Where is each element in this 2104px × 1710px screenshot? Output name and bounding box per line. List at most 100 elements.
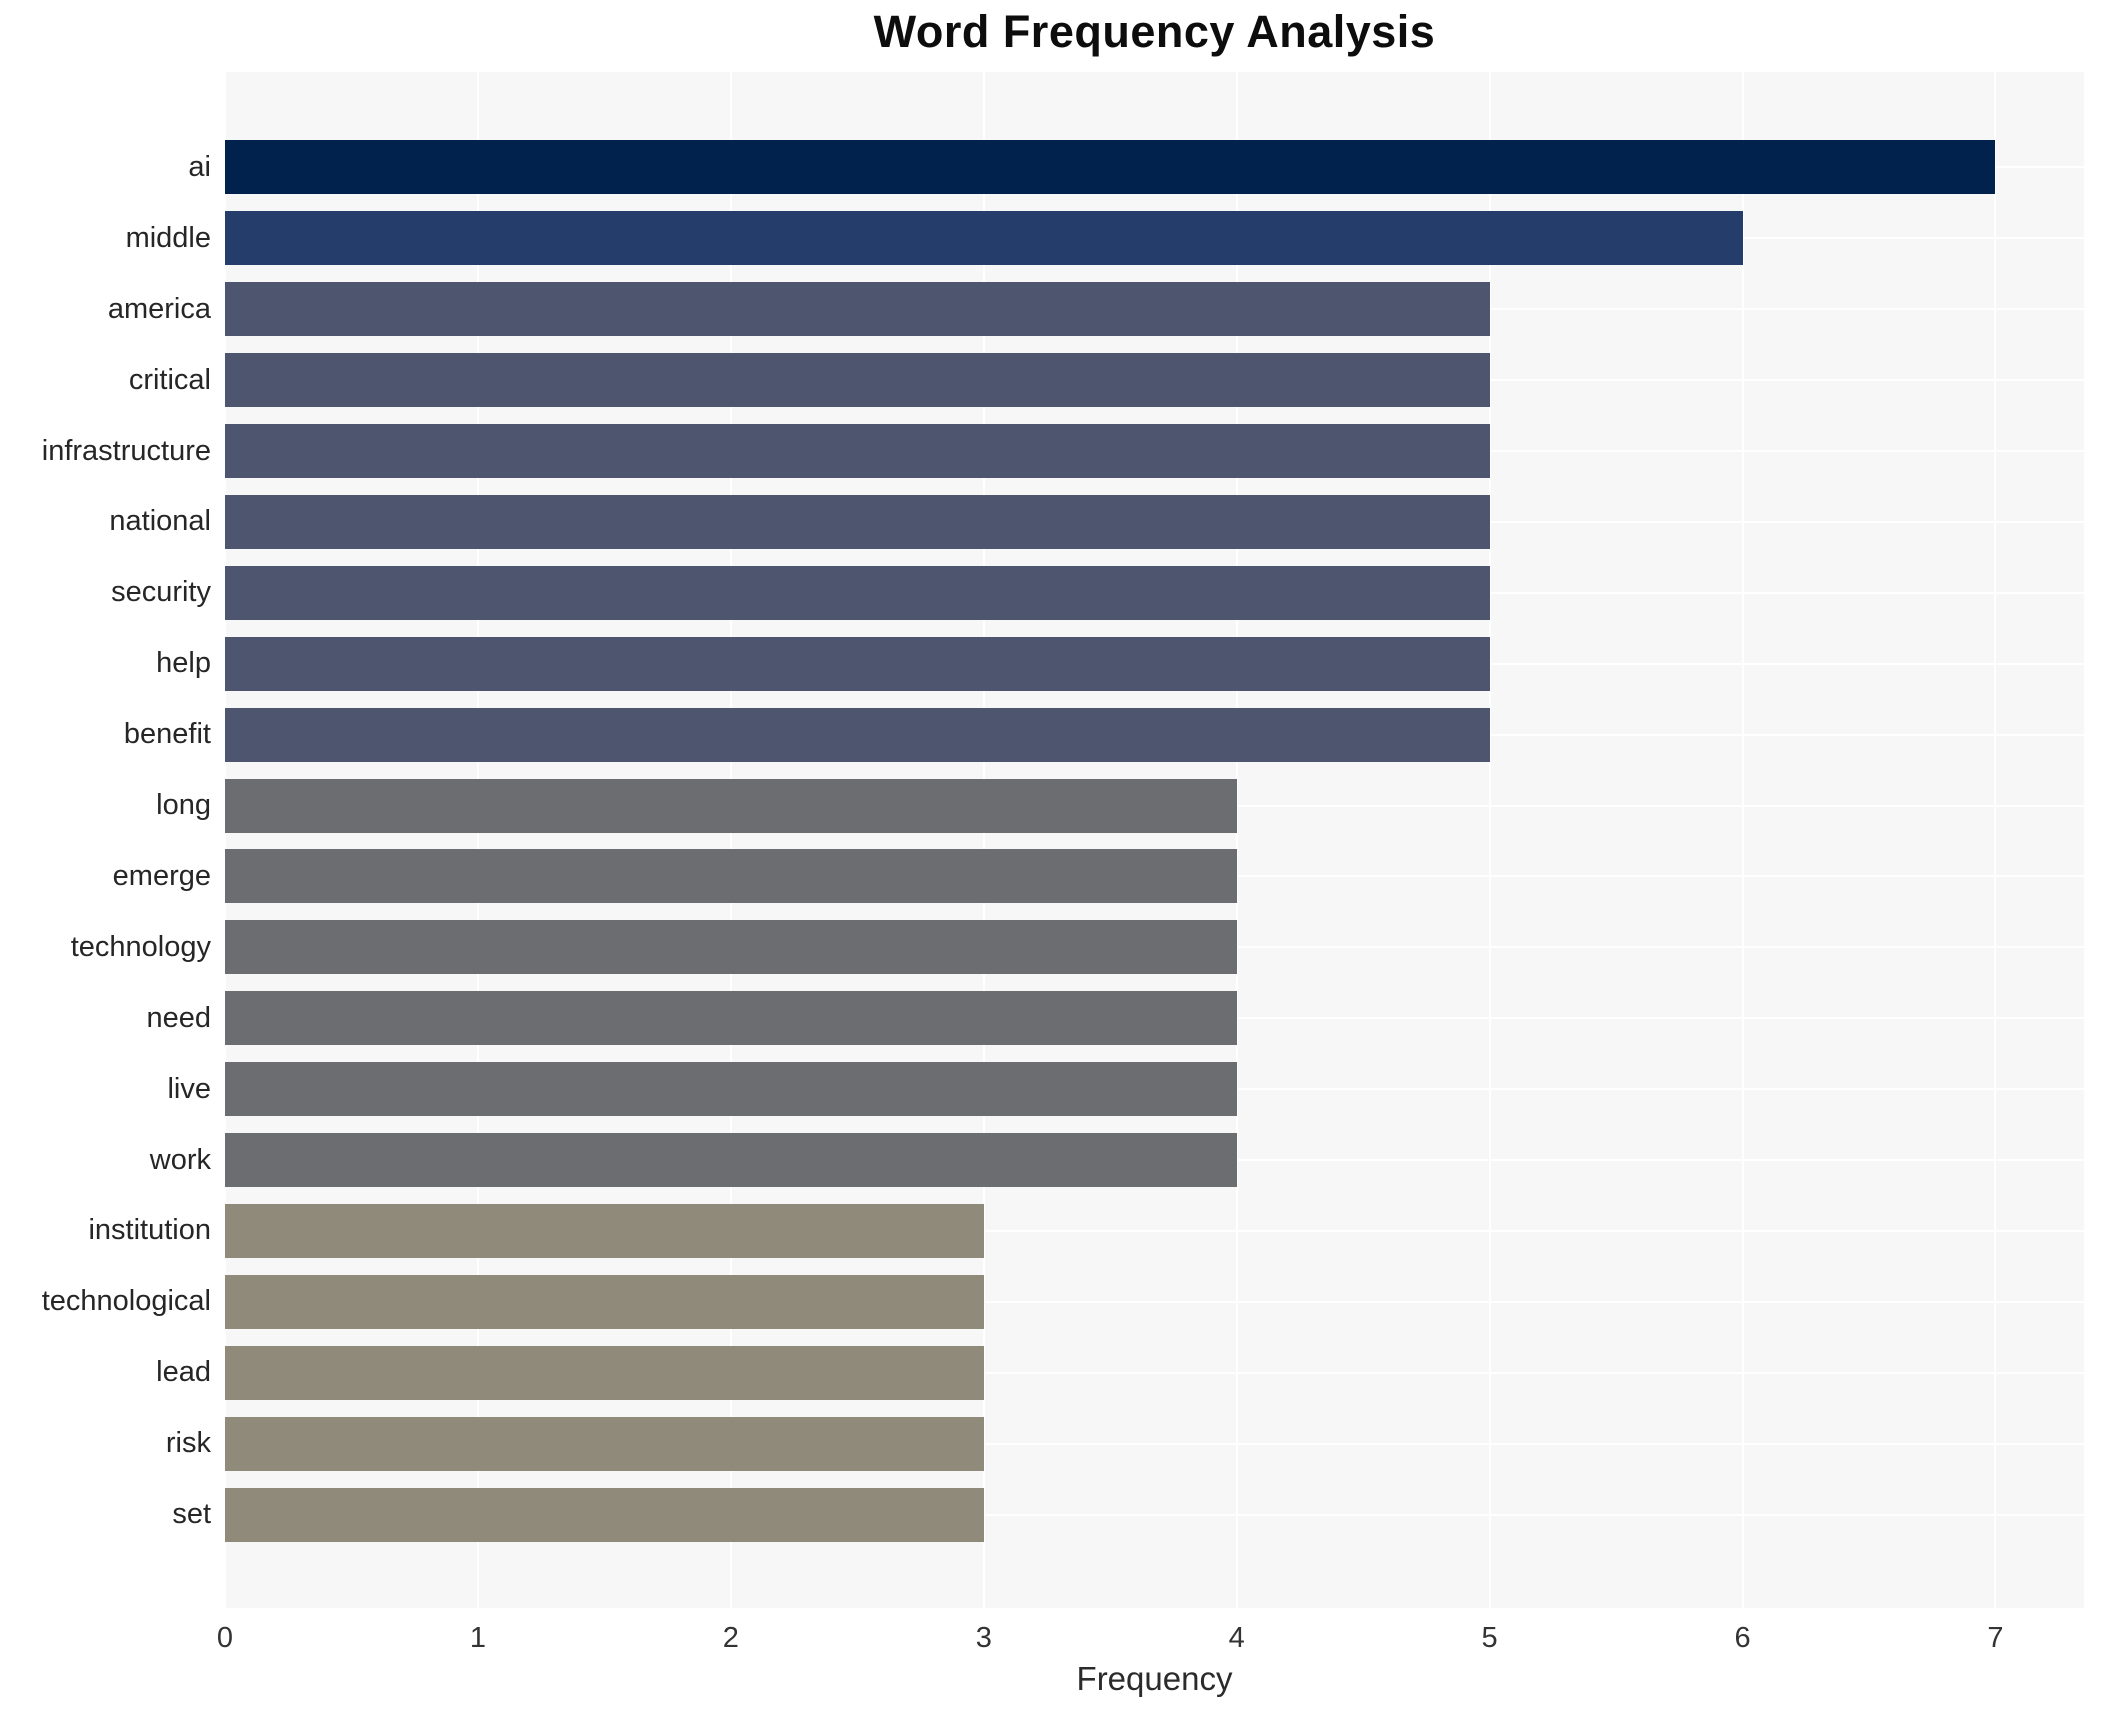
bar-row: live	[0, 1054, 2084, 1125]
bar-track	[225, 1054, 2084, 1125]
x-tick-label: 7	[1987, 1622, 2004, 1654]
category-label: institution	[88, 1214, 211, 1247]
bar	[225, 282, 1490, 337]
bar-row: lead	[0, 1337, 2084, 1408]
bar-track	[225, 132, 2084, 203]
bar	[225, 849, 1237, 904]
horizontal-gridline	[225, 1513, 2084, 1516]
bar-track	[225, 983, 2084, 1054]
category-label: critical	[128, 363, 211, 396]
category-label: infrastructure	[41, 434, 211, 467]
horizontal-gridline	[225, 1300, 2084, 1303]
vertical-gridline	[729, 72, 732, 1608]
category-label: middle	[125, 221, 211, 254]
horizontal-gridline	[225, 1442, 2084, 1445]
category-label: america	[107, 292, 211, 325]
bar-row: security	[0, 557, 2084, 628]
bar-track	[225, 557, 2084, 628]
x-axis-label: Frequency	[1076, 1660, 1233, 1697]
category-label: ai	[188, 150, 211, 183]
bar	[225, 636, 1490, 691]
bar-row: risk	[0, 1408, 2084, 1479]
bar-track	[225, 1408, 2084, 1479]
bar	[225, 1345, 984, 1400]
x-tick-label: 2	[722, 1622, 739, 1654]
bar-track	[225, 1125, 2084, 1196]
vertical-gridline	[1741, 72, 1744, 1608]
bar-row: technology	[0, 912, 2084, 983]
category-label: technology	[70, 930, 211, 963]
bar	[225, 140, 1996, 195]
x-tick-label: 0	[216, 1622, 234, 1654]
bar	[225, 1062, 1237, 1117]
bar-track	[225, 416, 2084, 487]
x-tick-label: 5	[1481, 1622, 1498, 1654]
category-label: live	[167, 1072, 211, 1105]
bar	[225, 424, 1490, 479]
bar	[225, 353, 1490, 408]
bar	[225, 778, 1237, 833]
bar	[225, 1416, 984, 1471]
category-label: lead	[156, 1356, 211, 1389]
bar-row: america	[0, 274, 2084, 345]
x-tick-label: 3	[975, 1622, 992, 1654]
bar	[225, 494, 1490, 549]
bar-row: ai	[0, 132, 2084, 203]
bar-row: benefit	[0, 699, 2084, 770]
bar-row: national	[0, 487, 2084, 558]
bar	[225, 1133, 1237, 1188]
bar-row: institution	[0, 1196, 2084, 1267]
vertical-gridline	[982, 72, 985, 1608]
horizontal-gridline	[225, 1371, 2084, 1374]
category-label: need	[146, 1001, 211, 1034]
x-tick-label: 6	[1734, 1622, 1751, 1654]
horizontal-gridline	[225, 1229, 2084, 1232]
bar	[225, 1203, 984, 1258]
bar-row: work	[0, 1125, 2084, 1196]
bar-track	[225, 628, 2084, 699]
x-tick-label: 1	[469, 1622, 486, 1654]
bar-row: middle	[0, 203, 2084, 274]
bar	[225, 920, 1237, 975]
bar-track	[225, 1479, 2084, 1550]
bar-track	[225, 203, 2084, 274]
bar-track	[225, 1337, 2084, 1408]
category-label: set	[172, 1498, 211, 1531]
bar-track	[225, 345, 2084, 416]
vertical-gridline	[1994, 72, 1997, 1608]
bar	[225, 1274, 984, 1329]
bar-row: need	[0, 983, 2084, 1054]
bar-row: long	[0, 770, 2084, 841]
bar	[225, 991, 1237, 1046]
bar-track	[225, 487, 2084, 558]
bar-row: emerge	[0, 841, 2084, 912]
x-tick-label: 4	[1228, 1622, 1245, 1654]
bar-row: infrastructure	[0, 416, 2084, 487]
category-label: risk	[165, 1427, 211, 1460]
category-label: emerge	[112, 859, 211, 892]
vertical-gridline	[224, 72, 226, 1608]
bar-row: help	[0, 628, 2084, 699]
bar-track	[225, 1266, 2084, 1337]
bar-row: critical	[0, 345, 2084, 416]
vertical-gridline	[1235, 72, 1238, 1608]
category-label: technological	[41, 1285, 211, 1318]
bar-track	[225, 912, 2084, 983]
category-label: long	[156, 789, 211, 822]
chart-title: Word Frequency Analysis	[873, 6, 1436, 57]
bar-track	[225, 841, 2084, 912]
bar-track	[225, 1196, 2084, 1267]
category-label: benefit	[123, 718, 211, 751]
bar-track	[225, 274, 2084, 345]
category-label: security	[111, 576, 211, 609]
category-label: national	[109, 505, 211, 538]
vertical-gridline	[476, 72, 479, 1608]
category-label: help	[156, 647, 211, 680]
bar-row: technological	[0, 1266, 2084, 1337]
bar-track	[225, 699, 2084, 770]
bar-row: set	[0, 1479, 2084, 1550]
bar-track	[225, 770, 2084, 841]
bar	[225, 565, 1490, 620]
bar	[225, 707, 1490, 762]
